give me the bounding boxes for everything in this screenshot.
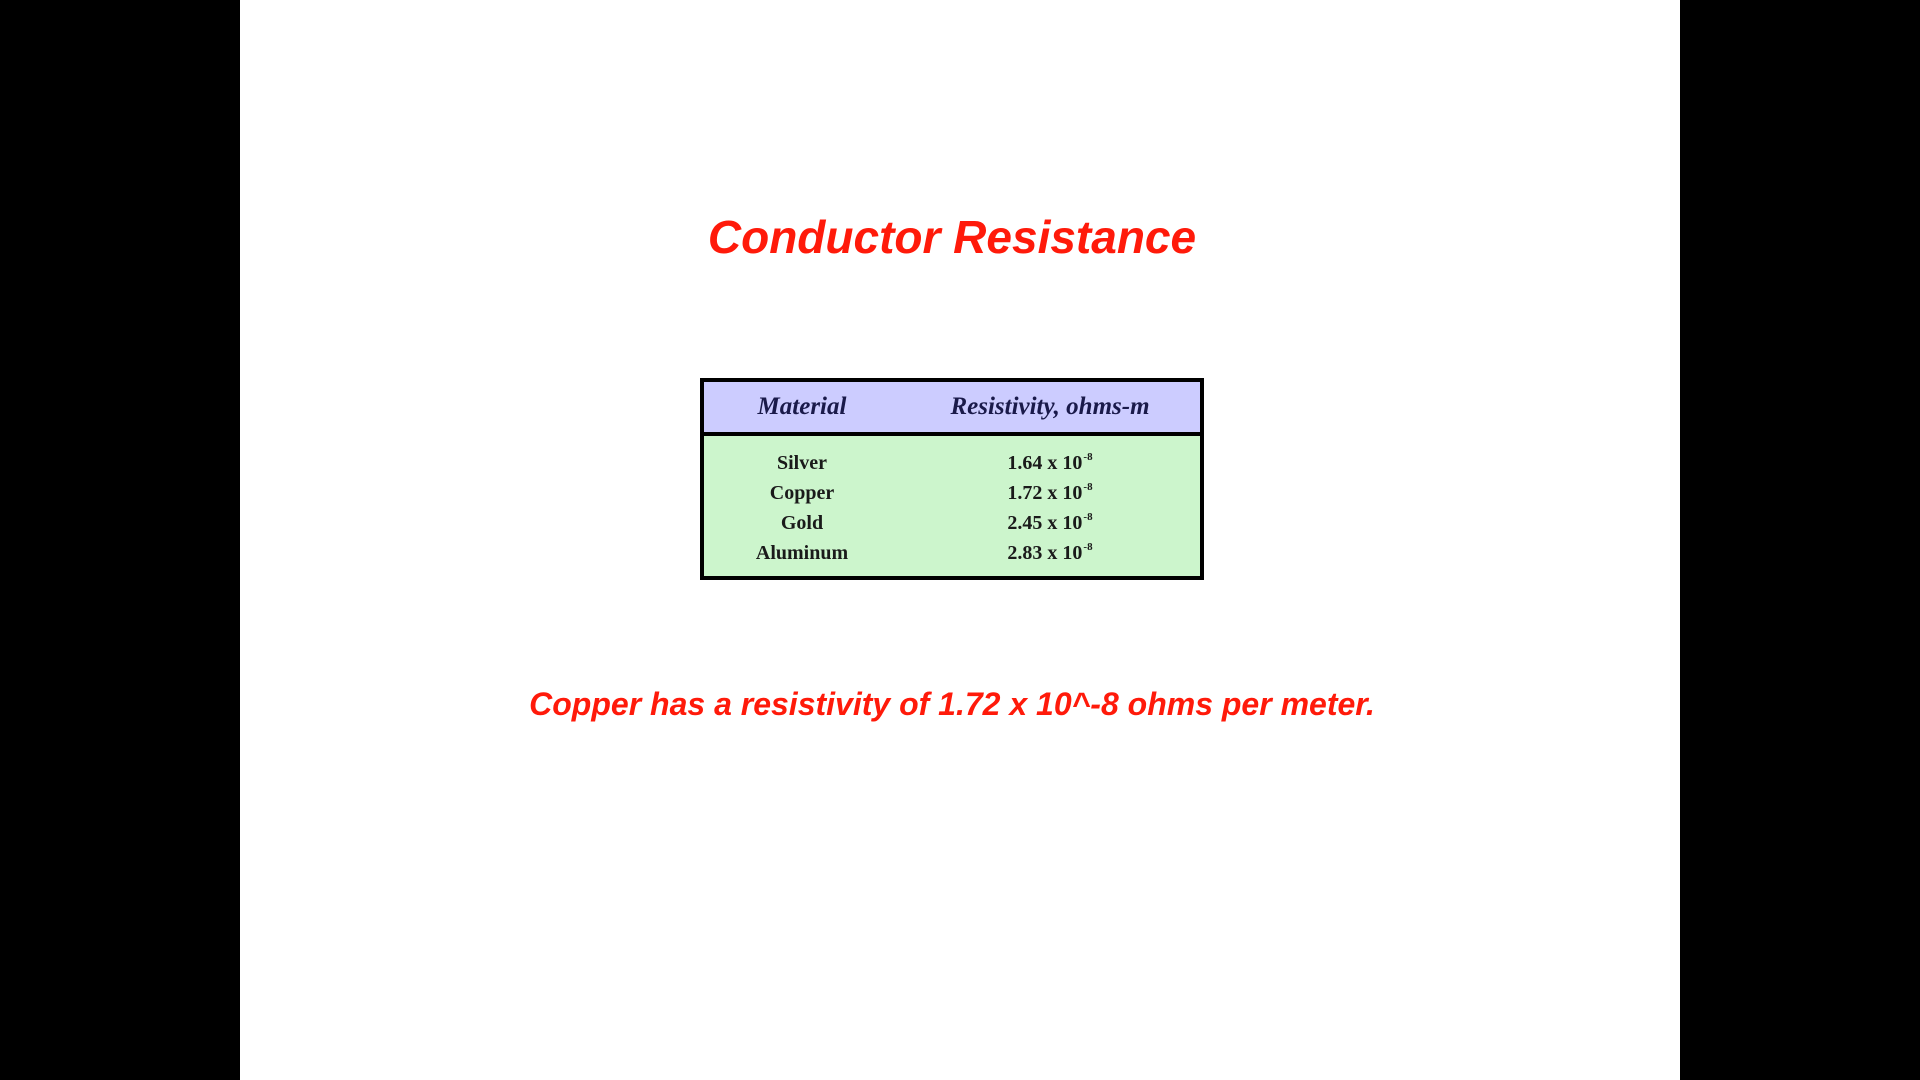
table-body: Silver 1.64 x 10-8 Copper 1.72 x 10-8 Go… bbox=[704, 436, 1200, 568]
cell-material: Gold bbox=[780, 511, 824, 534]
table-header: Material Resistivity, ohms-m bbox=[704, 382, 1200, 436]
table-row: Copper 1.72 x 10-8 bbox=[704, 478, 1200, 508]
cell-exponent: -8 bbox=[1083, 541, 1093, 553]
cell-exponent: -8 bbox=[1083, 451, 1093, 463]
header-resistivity: Resistivity, ohms-m bbox=[950, 393, 1150, 420]
cell-resistivity: 1.64 x 10-8 bbox=[900, 451, 1200, 475]
cell-mantissa: 2.83 x 10 bbox=[1007, 542, 1083, 564]
cell-mantissa: 2.45 x 10 bbox=[1007, 512, 1083, 534]
cell-material: Copper bbox=[769, 481, 835, 504]
slide-caption: Copper has a resistivity of 1.72 x 10^-8… bbox=[529, 686, 1375, 722]
table-row: Silver 1.64 x 10-8 bbox=[704, 448, 1200, 478]
header-material: Material bbox=[757, 393, 847, 420]
cell-exponent: -8 bbox=[1083, 481, 1093, 493]
cell-resistivity: 2.83 x 10-8 bbox=[900, 541, 1200, 565]
cell-mantissa: 1.72 x 10 bbox=[1007, 482, 1083, 504]
slide: Conductor Resistance Material Resistivit… bbox=[240, 0, 1680, 1080]
cell-exponent: -8 bbox=[1083, 511, 1093, 523]
cell-resistivity: 1.72 x 10-8 bbox=[900, 481, 1200, 505]
resistivity-table: Material Resistivity, ohms-m Silver 1.64… bbox=[700, 378, 1204, 580]
table-row: Aluminum 2.83 x 10-8 bbox=[704, 538, 1200, 568]
table-row: Gold 2.45 x 10-8 bbox=[704, 508, 1200, 538]
slide-title: Conductor Resistance bbox=[707, 211, 1197, 263]
cell-material: Silver bbox=[777, 451, 827, 474]
cell-resistivity: 2.45 x 10-8 bbox=[900, 511, 1200, 535]
cell-material: Aluminum bbox=[755, 541, 849, 564]
cell-mantissa: 1.64 x 10 bbox=[1007, 452, 1083, 474]
